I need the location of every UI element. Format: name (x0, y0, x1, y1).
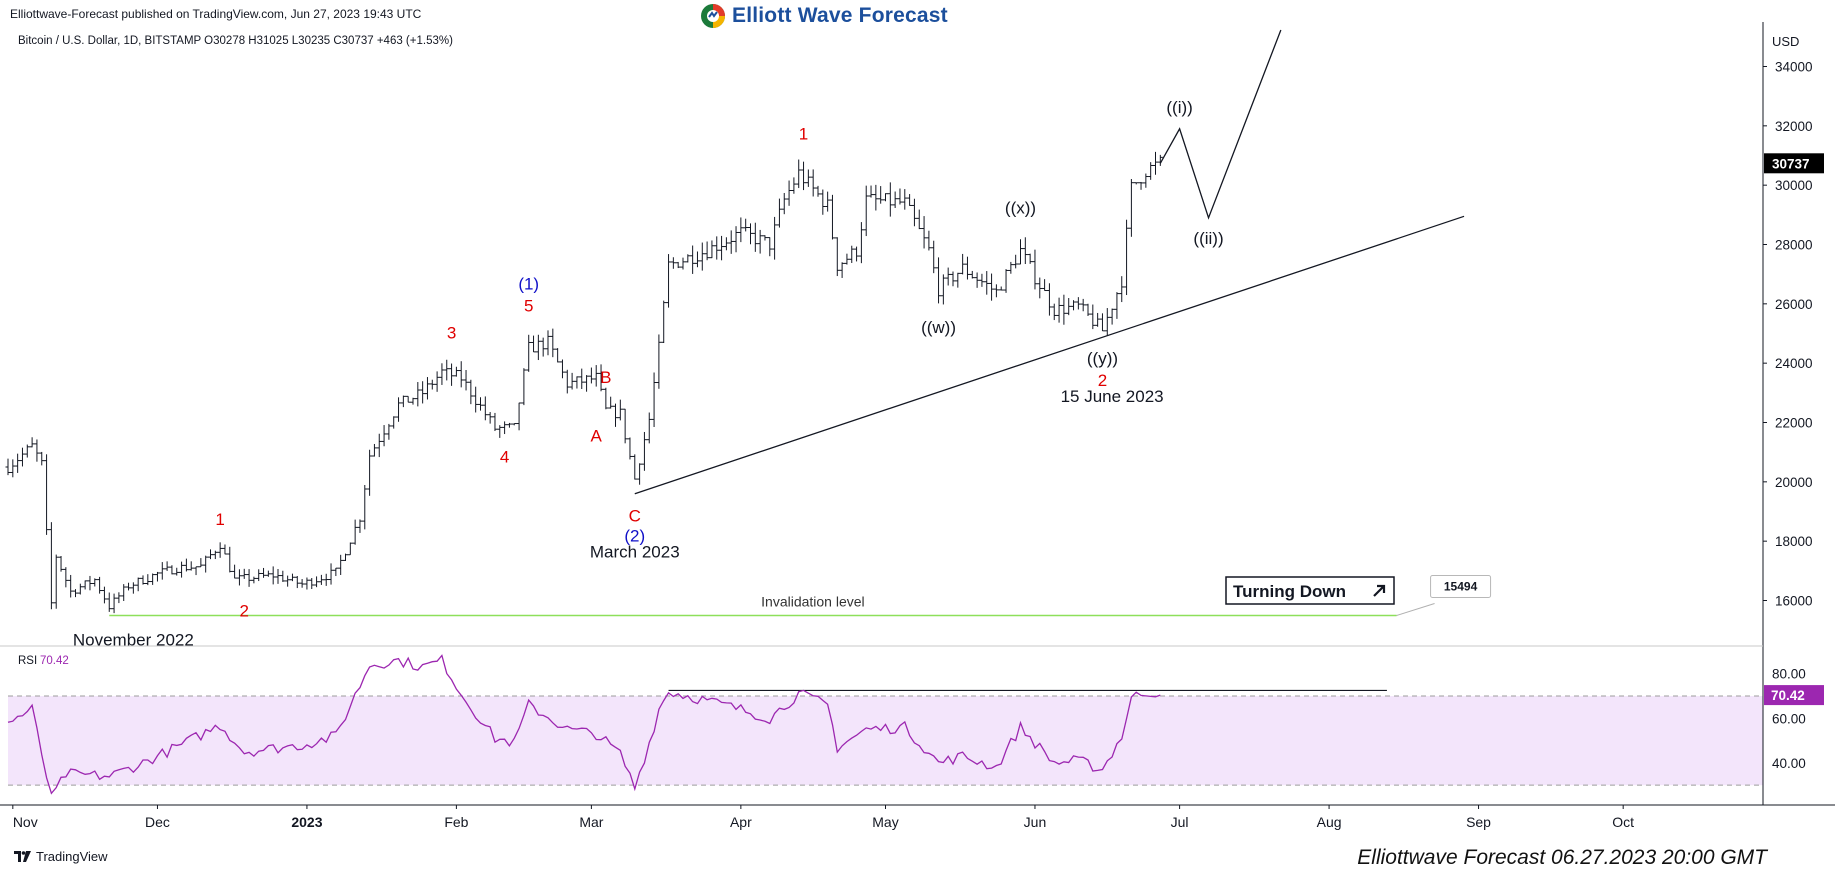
wave-label: 1 (215, 510, 224, 529)
wave-label: ((i)) (1166, 98, 1192, 117)
wave-label: A (591, 427, 603, 446)
time-tick-label: Feb (444, 814, 468, 830)
ohlc-bars (5, 151, 1163, 614)
price-tick-label: 32000 (1775, 119, 1813, 134)
tradingview-logo-icon (14, 851, 31, 862)
rsi-value: 70.42 (1771, 688, 1805, 703)
price-tick-label: 24000 (1775, 356, 1813, 371)
price-tick-label: 34000 (1775, 60, 1813, 75)
time-tick-label: 2023 (291, 814, 322, 830)
time-tick-label: Sep (1466, 814, 1491, 830)
invalidation-value-box (1430, 575, 1492, 599)
price-tick-label: 22000 (1775, 416, 1813, 431)
wave-label: 5 (524, 297, 533, 316)
rsi-line (7, 654, 1161, 795)
tradingview-brand: TradingView (14, 849, 108, 864)
time-tick-label: Nov (13, 814, 38, 830)
wave-label: (2) (624, 527, 645, 546)
rsi-tick-label: 40.00 (1772, 756, 1806, 771)
time-tick-label: Aug (1317, 814, 1342, 830)
brand-name: Elliott Wave Forecast (732, 4, 948, 27)
price-tick-label: 16000 (1775, 594, 1813, 609)
last-price-tag (1764, 153, 1824, 174)
wave-label: ((ii)) (1193, 229, 1223, 248)
date-annotation: March 2023 (590, 543, 680, 562)
time-tick-label: Dec (145, 814, 170, 830)
arrow-up-right-icon (1373, 584, 1386, 597)
trendline (634, 215, 1465, 495)
time-tick-label: May (872, 814, 898, 830)
wave-label: (1) (518, 275, 539, 294)
price-tick-label: 18000 (1775, 534, 1813, 549)
time-tick-label: Mar (579, 814, 603, 830)
footer-stamp: Elliottwave Forecast 06.27.2023 20:00 GM… (1357, 846, 1767, 869)
invalidation-callout-line (1396, 603, 1435, 616)
wave-overlay: Invalidation level 15494 1 2 3 4 5 (1) B A C(2) 1 ((… (73, 29, 1492, 650)
invalidation-value: 15494 (1444, 580, 1478, 594)
elliott-wave-logo-icon (701, 4, 725, 28)
wave-label: ((y)) (1087, 349, 1118, 368)
rsi-header-value: 70.42 (40, 655, 69, 667)
rsi-pane: RSI 70.42 (7, 654, 1763, 795)
symbol-line: Bitcoin / U.S. Dollar, 1D, BITSTAMP O302… (18, 35, 453, 47)
price-tick-label: 20000 (1775, 475, 1813, 490)
date-annotation: 15 June 2023 (1061, 387, 1164, 406)
brand: Elliott Wave Forecast (700, 2, 948, 30)
wave-label: ((x)) (1005, 199, 1036, 218)
time-tick-label: Jun (1024, 814, 1047, 830)
wave-label: 3 (447, 323, 456, 342)
rsi-tick-label: 80.00 (1772, 667, 1806, 682)
price-tick-label: 30000 (1775, 178, 1813, 193)
price-tick-label: 26000 (1775, 297, 1813, 312)
projection-path (1159, 29, 1282, 220)
date-annotation: November 2022 (73, 631, 194, 650)
rsi-band (8, 696, 1763, 786)
axes: USD 16000 18000 20000 22000 24000 26000 28000 30… (0, 22, 1835, 830)
time-tick-label: Oct (1612, 814, 1634, 830)
time-tick-label: Jul (1171, 814, 1189, 830)
time-tick-label: Apr (730, 814, 752, 830)
last-price-value: 30737 (1772, 156, 1810, 171)
wave-label: 1 (799, 125, 808, 144)
publish-line: Elliottwave-Forecast published on Tradin… (10, 7, 422, 21)
wave-label: 2 (1098, 371, 1107, 390)
wave-label: ((w)) (921, 318, 956, 337)
wave-label: B (600, 368, 611, 387)
price-tick-label: 28000 (1775, 238, 1813, 253)
wave-label: C (629, 507, 641, 526)
invalidation-label: Invalidation level (761, 594, 865, 610)
turning-down-label: Turning Down (1233, 582, 1346, 601)
tradingview-label: TradingView (36, 849, 108, 864)
currency-label: USD (1772, 34, 1799, 49)
wave-label: 2 (240, 602, 249, 621)
turning-down-box (1225, 576, 1395, 605)
wave-label: 4 (500, 447, 509, 466)
rsi-value-tag (1764, 685, 1824, 706)
rsi-tick-label: 60.00 (1772, 711, 1806, 726)
rsi-label: RSI (18, 655, 37, 667)
